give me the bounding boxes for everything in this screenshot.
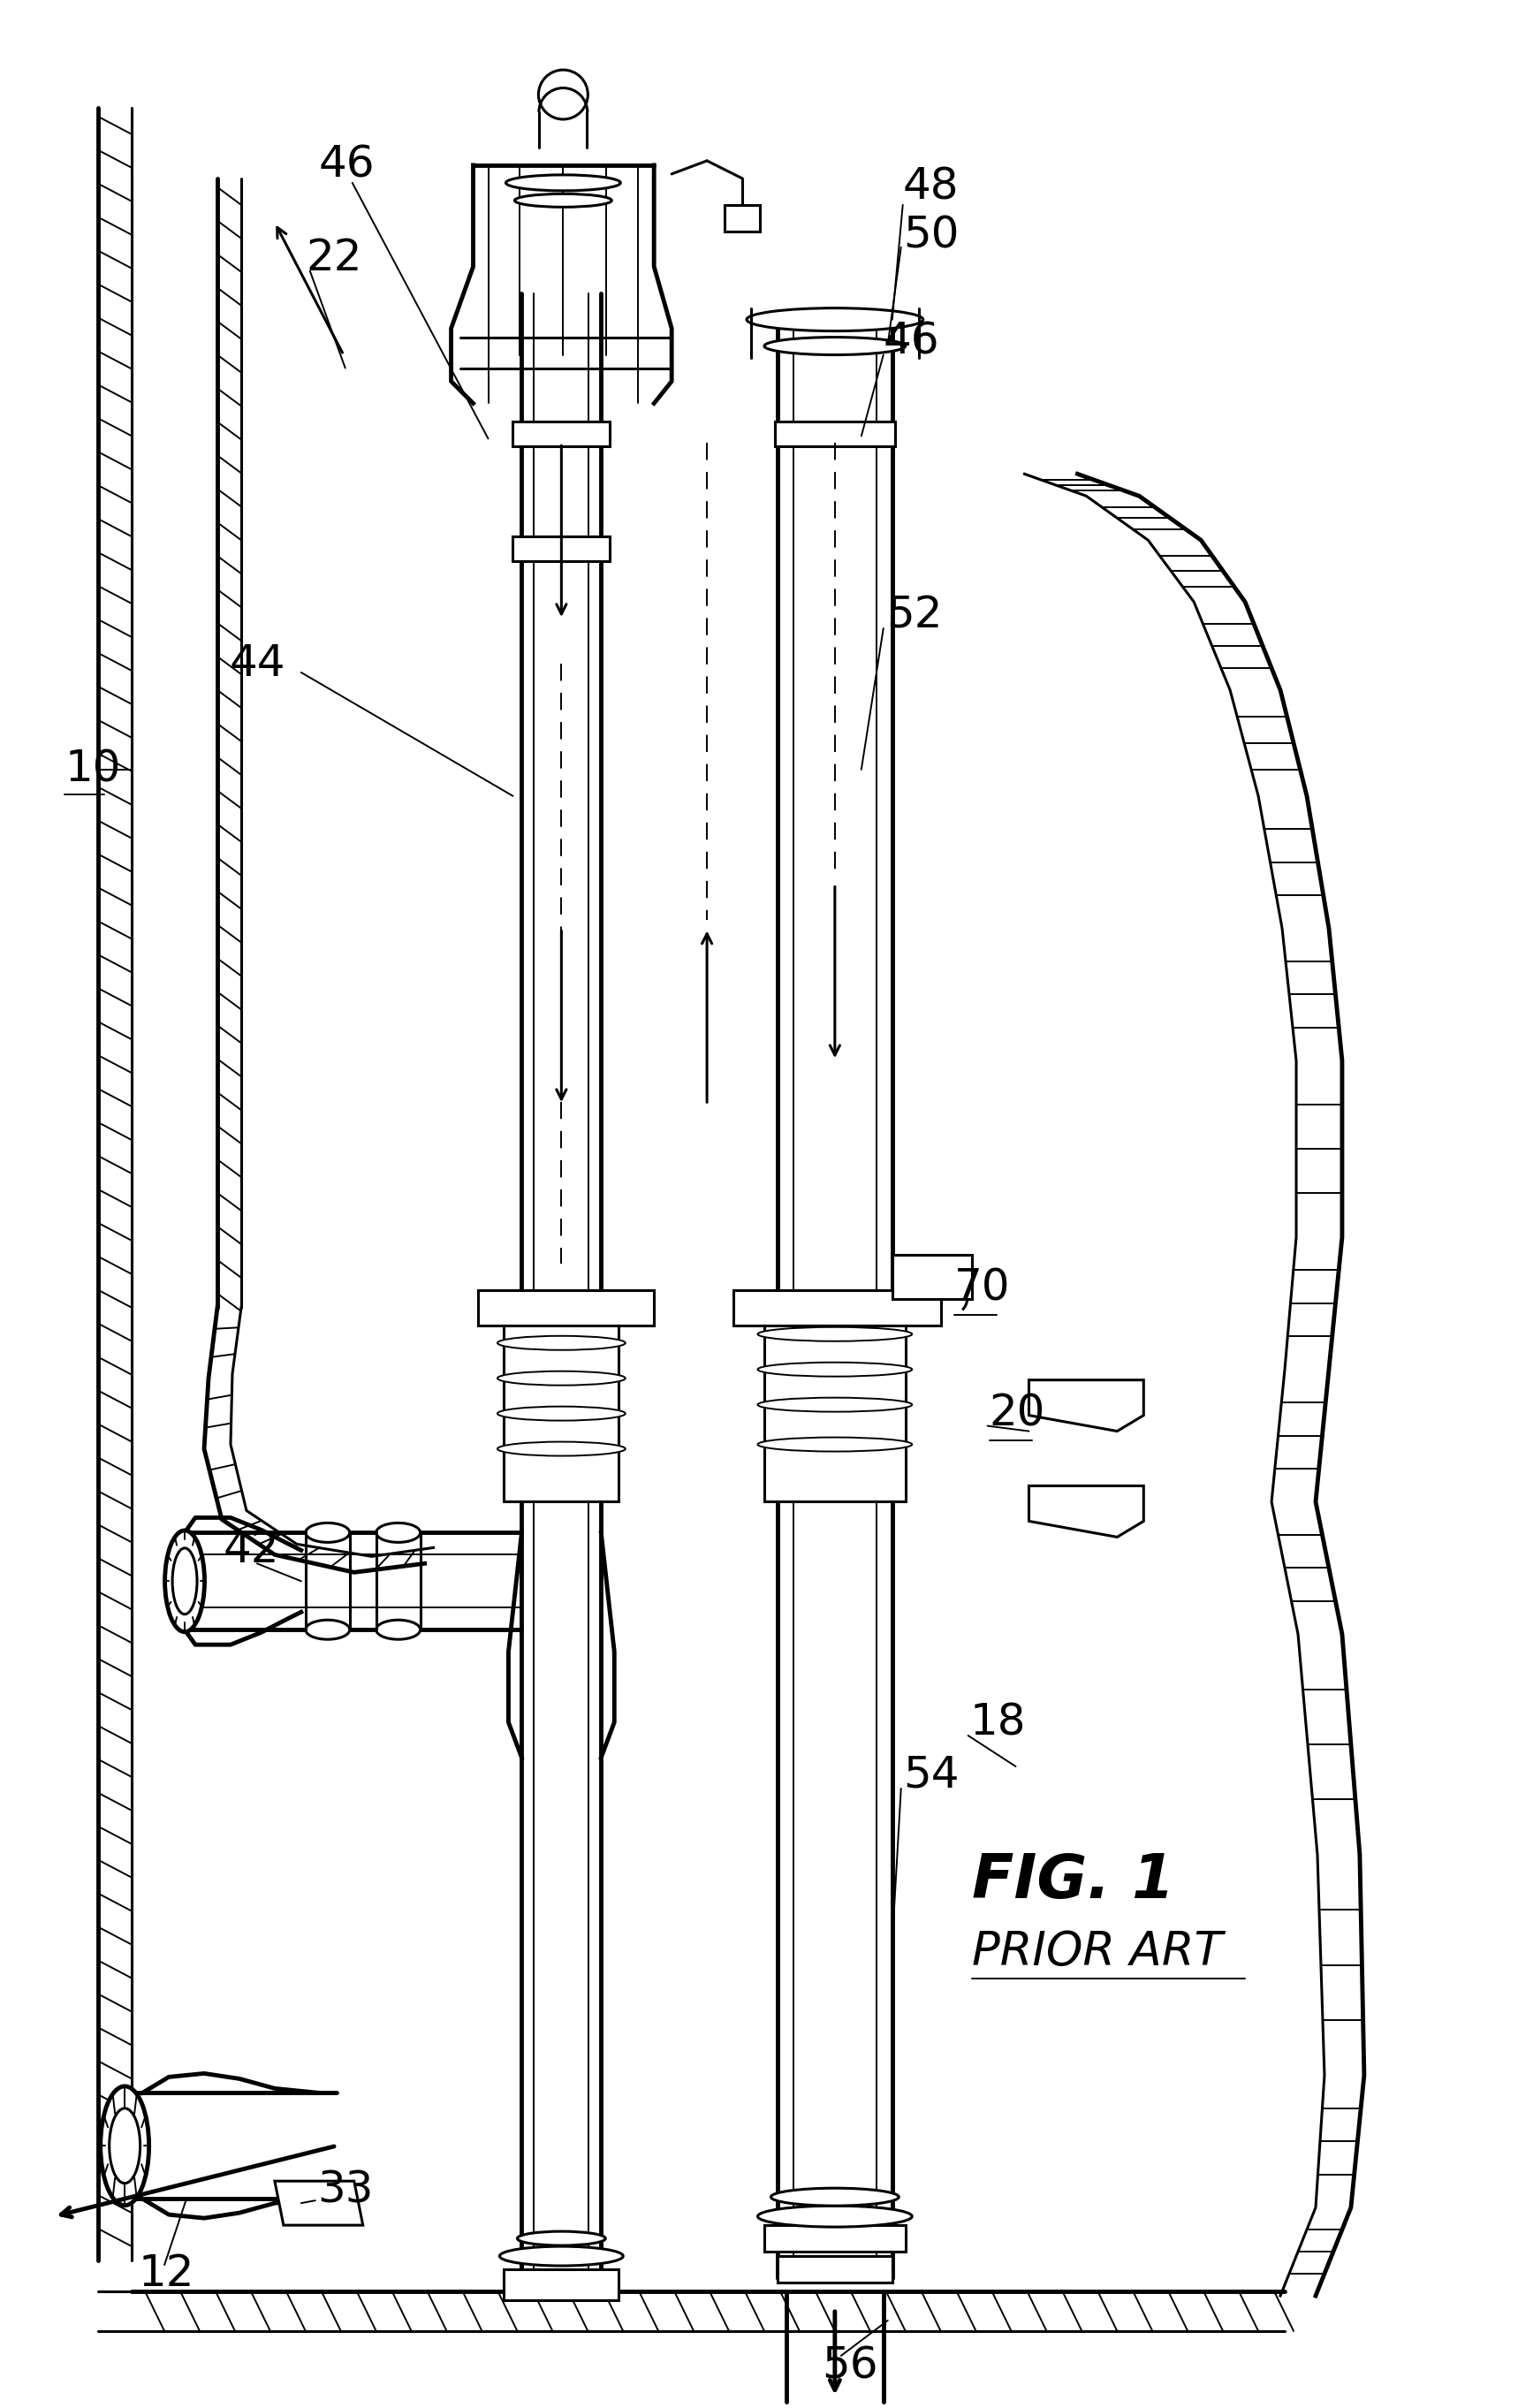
Polygon shape (764, 2225, 905, 2251)
Ellipse shape (764, 337, 905, 354)
Text: 46: 46 (883, 320, 940, 364)
Ellipse shape (173, 1548, 197, 1613)
Polygon shape (504, 1324, 619, 1503)
Polygon shape (275, 2182, 363, 2225)
Ellipse shape (498, 1336, 625, 1351)
Text: 42: 42 (223, 1529, 279, 1572)
Text: 22: 22 (307, 236, 363, 279)
Polygon shape (1029, 1486, 1143, 1536)
Polygon shape (774, 421, 894, 445)
Ellipse shape (100, 2085, 149, 2206)
Ellipse shape (757, 1438, 912, 1452)
Text: 50: 50 (903, 214, 959, 258)
Text: 33: 33 (317, 2170, 373, 2211)
Text: 10: 10 (65, 749, 121, 790)
Text: 70: 70 (953, 1267, 1009, 1310)
Polygon shape (504, 2268, 619, 2300)
Ellipse shape (305, 1621, 349, 1640)
Polygon shape (893, 1255, 972, 1298)
Text: PRIOR ART: PRIOR ART (972, 1929, 1222, 1975)
Polygon shape (724, 205, 761, 231)
Ellipse shape (498, 1406, 625, 1421)
Text: 20: 20 (990, 1392, 1046, 1435)
Ellipse shape (376, 1522, 420, 1544)
Ellipse shape (757, 2206, 912, 2227)
Polygon shape (764, 1324, 905, 1503)
Text: 56: 56 (821, 2345, 877, 2389)
Text: 44: 44 (229, 643, 285, 684)
Polygon shape (1029, 1380, 1143, 1430)
Ellipse shape (109, 2109, 140, 2184)
Text: 54: 54 (903, 1753, 959, 1796)
Ellipse shape (505, 176, 621, 190)
Ellipse shape (757, 1363, 912, 1377)
Ellipse shape (515, 193, 612, 207)
Ellipse shape (757, 1397, 912, 1411)
Polygon shape (513, 537, 610, 561)
Ellipse shape (165, 1531, 205, 1633)
Ellipse shape (747, 308, 923, 330)
Text: 52: 52 (887, 595, 943, 636)
Ellipse shape (376, 1621, 420, 1640)
Ellipse shape (757, 1327, 912, 1341)
Ellipse shape (498, 1442, 625, 1457)
Ellipse shape (771, 2189, 899, 2206)
Ellipse shape (305, 1522, 349, 1544)
Polygon shape (777, 2256, 893, 2283)
Ellipse shape (498, 1370, 625, 1385)
Polygon shape (733, 1291, 941, 1324)
Text: 48: 48 (903, 166, 959, 209)
Text: 12: 12 (138, 2251, 194, 2295)
Ellipse shape (518, 2232, 606, 2247)
Text: 18: 18 (970, 1700, 1026, 1743)
Text: 46: 46 (319, 144, 375, 185)
Ellipse shape (499, 2247, 624, 2266)
Circle shape (539, 70, 587, 120)
Text: FIG. 1: FIG. 1 (972, 1852, 1175, 1910)
Polygon shape (513, 421, 610, 445)
Polygon shape (478, 1291, 654, 1324)
